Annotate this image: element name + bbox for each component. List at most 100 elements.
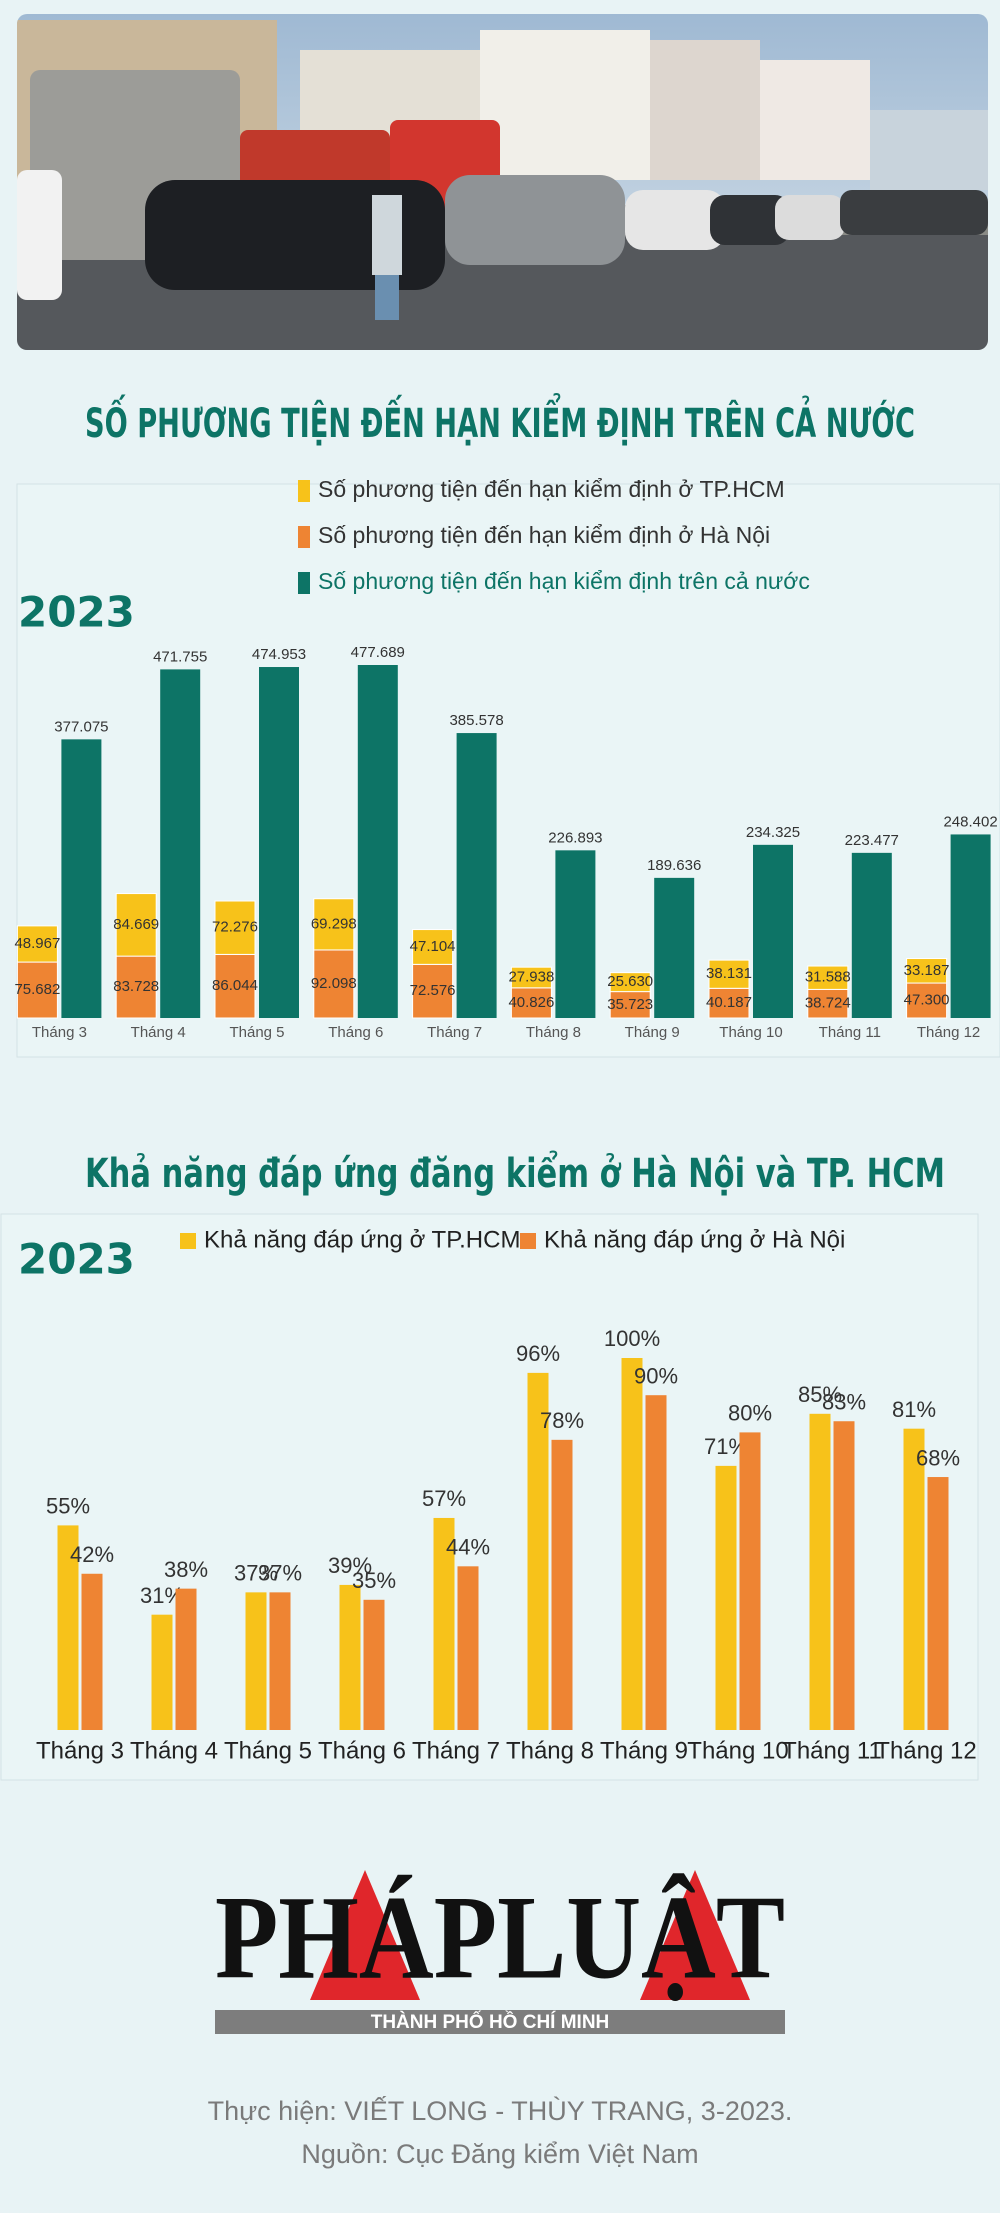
value-label: 25.630 xyxy=(607,973,653,990)
legend-label: Số phương tiện đến hạn kiểm định ở TP.HC… xyxy=(318,476,785,502)
photo xyxy=(17,14,988,350)
bar xyxy=(357,665,398,1018)
x-tick-label: Tháng 7 xyxy=(427,1024,482,1041)
bar xyxy=(245,1592,267,1730)
value-label: 38.724 xyxy=(805,995,851,1012)
bar xyxy=(833,1421,855,1730)
bar xyxy=(654,877,695,1018)
bar xyxy=(510,966,552,989)
x-tick-label: Tháng 10 xyxy=(719,1024,782,1041)
value-label: 31.588 xyxy=(805,969,851,986)
value-label: 223.477 xyxy=(845,832,899,849)
value-label: 72.576 xyxy=(410,982,456,999)
value-label: 33.187 xyxy=(904,962,950,979)
value-label: 78% xyxy=(540,1408,584,1433)
value-label: 474.953 xyxy=(252,646,306,663)
bar xyxy=(16,925,58,963)
source: Nguồn: Cục Đăng kiểm Việt Nam xyxy=(301,2139,698,2169)
bar xyxy=(753,844,793,1018)
value-label: 38% xyxy=(164,1557,208,1582)
bar xyxy=(621,1358,643,1730)
x-tick-label: Tháng 7 xyxy=(412,1737,500,1764)
x-tick-label: Tháng 3 xyxy=(32,1024,87,1041)
value-label: 189.636 xyxy=(647,857,701,874)
bar xyxy=(708,959,750,989)
value-label: 55% xyxy=(46,1494,90,1519)
bar xyxy=(609,972,651,993)
x-tick-label: Tháng 9 xyxy=(625,1024,680,1041)
bar xyxy=(339,1584,361,1730)
bar xyxy=(16,961,58,1019)
logo-bar xyxy=(215,2010,785,2034)
bar xyxy=(903,1428,925,1730)
value-label: 377.075 xyxy=(54,718,108,735)
credit: Thực hiện: VIẾT LONG - THÙY TRANG, 3-202… xyxy=(208,2095,793,2126)
value-label: 92.098 xyxy=(311,975,357,992)
bar xyxy=(160,669,201,1018)
bar xyxy=(527,1372,549,1730)
legend-swatch xyxy=(298,526,310,548)
value-label: 35% xyxy=(352,1568,396,1593)
legend-label: Số phương tiện đến hạn kiểm định ở Hà Nộ… xyxy=(318,522,770,548)
value-label: 85% xyxy=(798,1382,842,1407)
bar xyxy=(927,1477,949,1730)
bar xyxy=(809,1413,831,1730)
legend-label: Số phương tiện đến hạn kiểm định trên cả… xyxy=(318,568,810,594)
legend-swatch xyxy=(180,1233,196,1249)
x-tick-label: Tháng 6 xyxy=(328,1024,383,1041)
bar xyxy=(363,1599,385,1730)
bar xyxy=(433,1517,455,1730)
x-tick-label: Tháng 5 xyxy=(224,1737,312,1764)
bar xyxy=(739,1432,761,1730)
logo-subtitle: THÀNH PHỐ HỒ CHÍ MINH xyxy=(371,2011,610,2033)
value-label: 35.723 xyxy=(607,996,653,1013)
x-tick-label: Tháng 5 xyxy=(229,1024,284,1041)
annotation: 2023 xyxy=(18,588,135,637)
x-tick-label: Tháng 10 xyxy=(687,1737,788,1764)
x-tick-label: Tháng 12 xyxy=(875,1737,976,1764)
logo: PHÁPLUẬT THÀNH PHỐ HỒ CHÍ MINH xyxy=(215,1870,785,2034)
value-label: 69.298 xyxy=(311,915,357,932)
bar xyxy=(214,953,256,1019)
x-tick-label: Tháng 11 xyxy=(819,1024,881,1041)
legend-swatch xyxy=(298,480,310,502)
chart-panel xyxy=(0,1213,979,1781)
bar xyxy=(175,1588,197,1730)
x-tick-label: Tháng 8 xyxy=(506,1737,594,1764)
value-label: 100% xyxy=(604,1326,660,1351)
bar xyxy=(708,987,750,1019)
bar xyxy=(412,963,454,1019)
logo-text: PHÁPLUẬT xyxy=(215,1871,785,2004)
value-label: 40.187 xyxy=(706,994,752,1011)
x-tick-label: Tháng 12 xyxy=(917,1024,980,1041)
bar xyxy=(457,1566,479,1730)
bar xyxy=(715,1465,737,1730)
x-tick-label: Tháng 4 xyxy=(130,1737,218,1764)
value-label: 44% xyxy=(446,1535,490,1560)
value-label: 90% xyxy=(634,1363,678,1388)
bar xyxy=(645,1395,667,1730)
legend-swatch xyxy=(298,572,310,594)
bar xyxy=(259,667,299,1018)
bar xyxy=(851,852,892,1018)
x-tick-label: Tháng 8 xyxy=(526,1024,581,1041)
bar xyxy=(81,1573,103,1730)
value-label: 48.967 xyxy=(14,935,60,952)
value-label: 37% xyxy=(258,1561,302,1586)
value-label: 38.131 xyxy=(706,965,752,982)
legend-label: Khả năng đáp ứng ở Hà Nội xyxy=(544,1226,845,1253)
bar xyxy=(269,1592,291,1730)
value-label: 80% xyxy=(728,1401,772,1426)
bar xyxy=(313,898,355,951)
bar xyxy=(61,739,102,1018)
x-tick-label: Tháng 3 xyxy=(36,1737,124,1764)
bar xyxy=(313,949,355,1019)
value-label: 83.728 xyxy=(113,978,159,995)
value-label: 81% xyxy=(892,1397,936,1422)
bar xyxy=(456,733,497,1018)
value-label: 234.325 xyxy=(746,824,800,841)
value-label: 471.755 xyxy=(153,648,207,665)
bar xyxy=(906,958,948,984)
